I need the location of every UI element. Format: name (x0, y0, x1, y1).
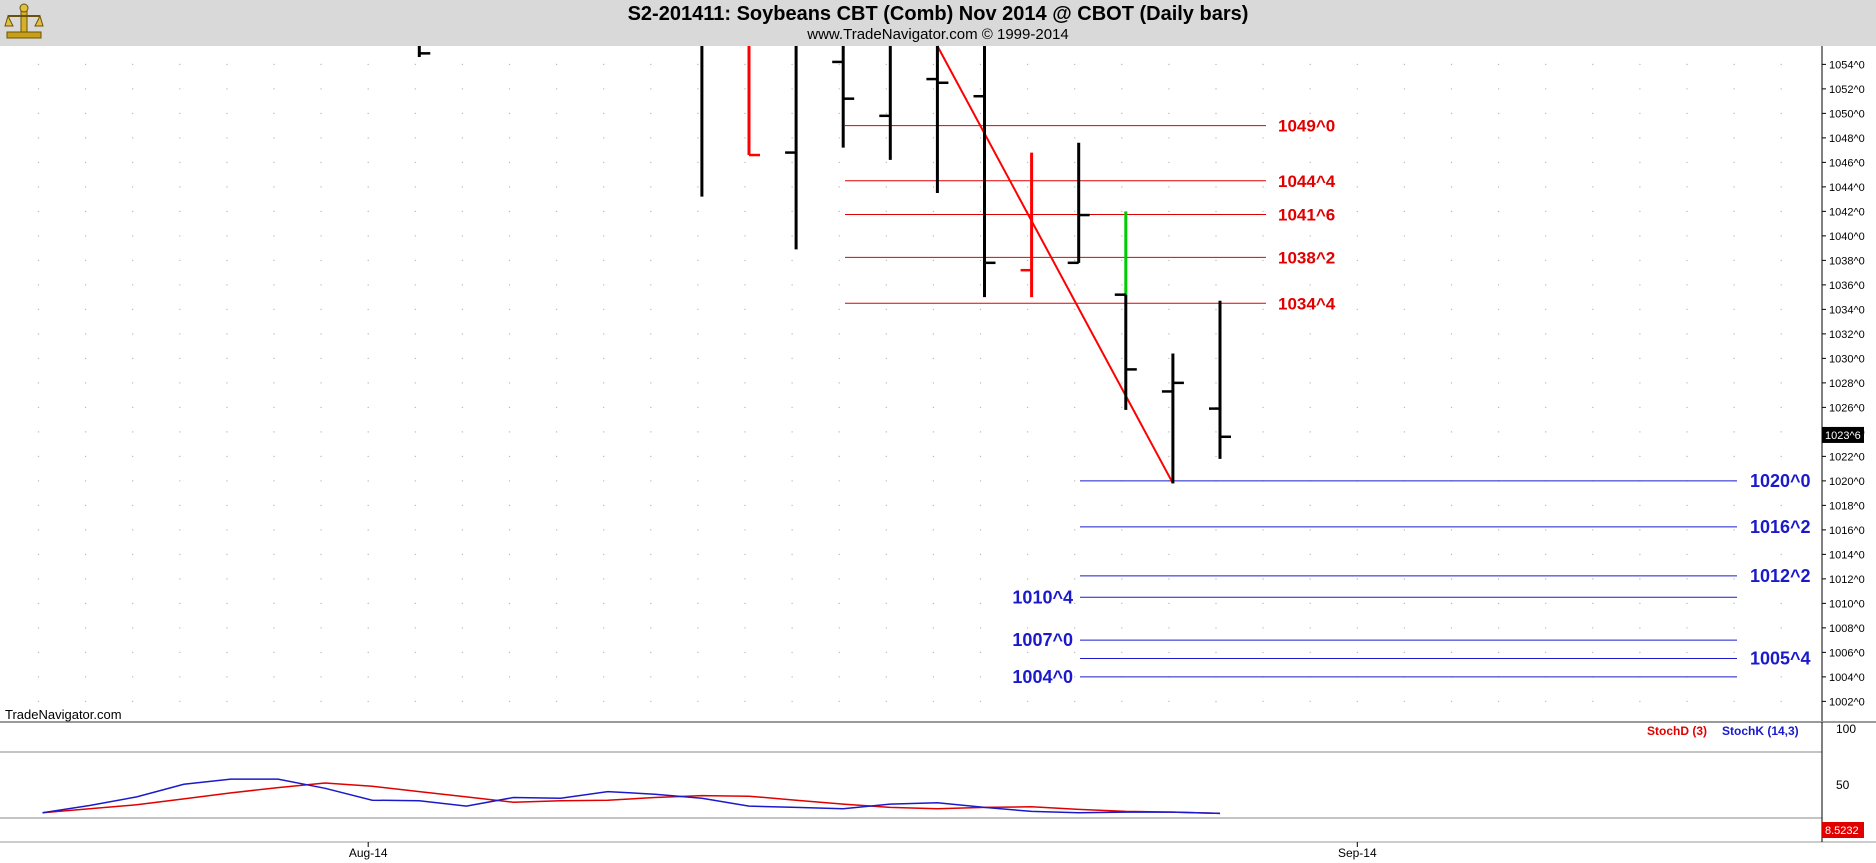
y-tick-label: 1016^0 (1829, 525, 1865, 537)
y-tick-label: 1028^0 (1829, 378, 1865, 390)
y-tick-label: 1014^0 (1829, 549, 1865, 561)
trade-navigator-logo (4, 3, 44, 39)
y-tick-label: 1040^0 (1829, 231, 1865, 243)
y-tick-label: 1006^0 (1829, 647, 1865, 659)
trendline (936, 45, 1174, 484)
support-label: 1005^4 (1750, 649, 1811, 669)
y-tick-label: 1020^0 (1829, 476, 1865, 488)
resistance-label: 1041^6 (1278, 205, 1335, 224)
support-label: 1020^0 (1750, 471, 1811, 491)
y-tick-label: 1036^0 (1829, 280, 1865, 292)
grid-dots (37, 63, 1782, 703)
y-tick-label: 1022^0 (1829, 451, 1865, 463)
legend-stochd: StochD (3) (1647, 724, 1707, 738)
support-label: 1016^2 (1750, 517, 1811, 537)
y-tick-label: 1012^0 (1829, 574, 1865, 586)
stoch-tick-label: 100 (1836, 722, 1856, 736)
y-tick-label: 1052^0 (1829, 84, 1865, 96)
y-tick-label: 1044^0 (1829, 182, 1865, 194)
legend-stochk: StochK (14,3) (1722, 724, 1799, 738)
support-label: 1004^0 (1012, 667, 1073, 687)
stoch-line (42, 782, 1221, 815)
resistance-label: 1049^0 (1278, 117, 1335, 136)
x-tick-label: Aug-14 (349, 846, 388, 860)
axes: 1054^0 1052^0 1050^0 1048^0 1046^0 1044^0 1042… (0, 46, 1876, 860)
resistance-label: 1034^4 (1278, 294, 1336, 313)
y-tick-label: 1042^0 (1829, 206, 1865, 218)
y-tick-label: 1048^0 (1829, 133, 1865, 145)
support-label: 1012^2 (1750, 566, 1811, 586)
price-panel: 1049^0 1044^4 1041^6 1038^2 1034^4 1020^0 1016… (417, 45, 1811, 687)
stoch-line (42, 778, 1221, 815)
y-tick-label: 1026^0 (1829, 402, 1865, 414)
y-tick-label: 1002^0 (1829, 696, 1865, 708)
support-label: 1010^4 (1012, 587, 1073, 607)
y-tick-label: 1030^0 (1829, 353, 1865, 365)
current-price-label: 1023^6 (1825, 430, 1861, 442)
title-bar (0, 0, 1876, 46)
y-tick-label: 1018^0 (1829, 500, 1865, 512)
y-tick-label: 1038^0 (1829, 255, 1865, 267)
y-tick-label: 1008^0 (1829, 623, 1865, 635)
resistance-label: 1038^2 (1278, 248, 1335, 267)
y-tick-label: 1032^0 (1829, 329, 1865, 341)
stoch-value-label: 8.5232 (1825, 825, 1859, 837)
x-tick-label: Sep-14 (1338, 846, 1377, 860)
y-tick-label: 1046^0 (1829, 157, 1865, 169)
y-tick-label: 1010^0 (1829, 598, 1865, 610)
watermark: TradeNavigator.com (5, 707, 122, 722)
stochastic-panel (0, 751, 1822, 819)
y-tick-label: 1004^0 (1829, 672, 1865, 684)
chart-title: S2-201411: Soybeans CBT (Comb) Nov 2014 … (627, 3, 1249, 25)
stoch-value-tag (1822, 822, 1864, 838)
resistance-label: 1044^4 (1278, 172, 1336, 191)
stoch-tick-label: 50 (1836, 778, 1850, 792)
y-tick-label: 1050^0 (1829, 108, 1865, 120)
chart-subtitle: www.TradeNavigator.com © 1999-2014 (807, 26, 1069, 43)
current-price-tag (1822, 426, 1864, 443)
y-tick-label: 1034^0 (1829, 304, 1865, 316)
support-label: 1007^0 (1012, 630, 1073, 650)
y-tick-label: 1054^0 (1829, 59, 1865, 71)
